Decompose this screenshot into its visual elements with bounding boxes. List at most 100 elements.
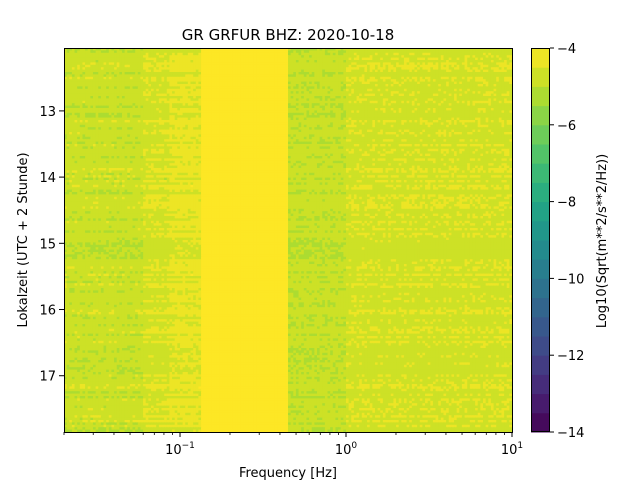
spectrogram-cell <box>166 79 171 83</box>
spectrogram-cell <box>451 50 455 54</box>
spectrogram-cell <box>290 50 294 54</box>
spectrogram-cell <box>303 64 308 68</box>
spectrogram-cell <box>401 48 405 51</box>
spectrogram-cell <box>374 72 379 75</box>
spectrogram-cell <box>440 55 445 59</box>
spectrogram-cell <box>332 48 337 51</box>
spectrogram-cell <box>480 55 484 59</box>
spectrogram-cell <box>493 50 497 54</box>
spectrogram-cell <box>480 79 484 83</box>
spectrogram-cell <box>417 50 421 54</box>
spectrogram-cell <box>409 55 413 59</box>
spectrogram-cell <box>264 55 268 59</box>
spectrogram-cell <box>214 57 218 61</box>
spectrogram-cell <box>377 57 381 61</box>
spectrogram-cell <box>259 48 263 51</box>
spectrogram-cell <box>464 74 468 78</box>
spectrogram-cell <box>485 57 489 61</box>
spectrogram-cell <box>187 50 192 54</box>
spectrogram-cell <box>169 76 173 80</box>
spectrogram-cell <box>153 62 157 66</box>
spectrogram-cell <box>264 57 268 61</box>
spectrogram-cell <box>145 50 149 54</box>
spectrogram-cell <box>235 69 239 73</box>
spectrogram-cell <box>454 67 458 71</box>
spectrogram-cell <box>372 72 376 75</box>
spectrogram-cell <box>351 64 355 68</box>
spectrogram-cell <box>201 67 205 71</box>
spectrogram-cell <box>361 74 366 78</box>
spectrogram-cell <box>475 52 479 56</box>
spectrogram-cell <box>227 79 231 83</box>
spectrogram-cell <box>396 76 400 80</box>
spectrogram-cell <box>475 50 479 54</box>
spectrogram-cell <box>409 62 413 66</box>
spectrogram-cell <box>501 50 505 54</box>
spectrogram-cell <box>214 69 218 73</box>
spectrogram-cell <box>150 72 155 75</box>
spectrogram-cell <box>396 60 400 63</box>
spectrogram-cell <box>338 62 342 66</box>
spectrogram-cell <box>203 79 207 83</box>
spectrogram-cell <box>443 62 447 66</box>
spectrogram-cell <box>201 60 205 63</box>
spectrogram-cell <box>316 74 321 78</box>
spectrogram-cell <box>380 52 384 56</box>
spectrogram-cell <box>311 64 315 68</box>
spectrogram-cell <box>427 52 431 56</box>
spectrogram-cell <box>100 76 105 80</box>
spectrogram-cell <box>211 64 215 68</box>
spectrogram-cell <box>92 72 97 75</box>
spectrogram-cell <box>230 74 234 78</box>
spectrogram-cell <box>435 60 439 63</box>
spectrogram-cell <box>319 72 323 75</box>
spectrogram-cell <box>193 57 197 61</box>
spectrogram-cell <box>148 81 152 85</box>
spectrogram-cell <box>135 52 139 56</box>
spectrogram-cell <box>388 50 392 54</box>
spectrogram-cell <box>435 76 439 80</box>
spectrogram-cell <box>182 72 186 75</box>
spectrogram-cell <box>227 52 231 56</box>
spectrogram-cell <box>451 67 455 71</box>
spectrogram-cell <box>193 74 197 78</box>
spectrogram-cell <box>103 64 107 68</box>
spectrogram-cell <box>153 76 157 80</box>
spectrogram-cell <box>85 69 89 73</box>
spectrogram-cell <box>443 64 447 68</box>
spectrogram-cell <box>353 60 358 63</box>
spectrogram-cell <box>422 69 426 73</box>
spectrogram-cell <box>193 84 197 87</box>
spectrogram-cell <box>319 48 323 51</box>
spectrogram-cell <box>240 79 244 83</box>
spectrogram-cell <box>496 69 500 73</box>
spectrogram-cell <box>309 52 313 56</box>
spectrogram-cell <box>440 69 445 73</box>
spectrogram-cell <box>230 48 234 51</box>
spectrogram-cell <box>490 57 495 61</box>
spectrogram-cell <box>119 72 123 75</box>
spectrogram-cell <box>222 52 226 56</box>
spectrogram-cell <box>177 81 181 85</box>
spectrogram-cell <box>406 57 410 61</box>
spectrogram-cell <box>309 72 313 75</box>
spectrogram-cell <box>427 50 431 54</box>
spectrogram-cell <box>219 55 223 59</box>
spectrogram-cell <box>306 50 310 54</box>
spectrogram-cell <box>417 81 421 85</box>
spectrogram-cell <box>172 69 176 73</box>
spectrogram-cell <box>264 50 268 54</box>
spectrogram-cell <box>187 74 192 78</box>
spectrogram-cell <box>240 72 244 75</box>
spectrogram-cell <box>361 52 366 56</box>
spectrogram-cell <box>483 72 487 75</box>
spectrogram-cell <box>432 67 437 71</box>
spectrogram-cell <box>95 55 99 59</box>
spectrogram-cell <box>464 50 468 54</box>
spectrogram-cell <box>224 57 228 61</box>
spectrogram-cell <box>187 52 192 56</box>
spectrogram-cell <box>475 67 479 71</box>
spectrogram-cell <box>69 74 73 78</box>
spectrogram-cell <box>396 62 400 66</box>
spectrogram-cell <box>129 74 134 78</box>
